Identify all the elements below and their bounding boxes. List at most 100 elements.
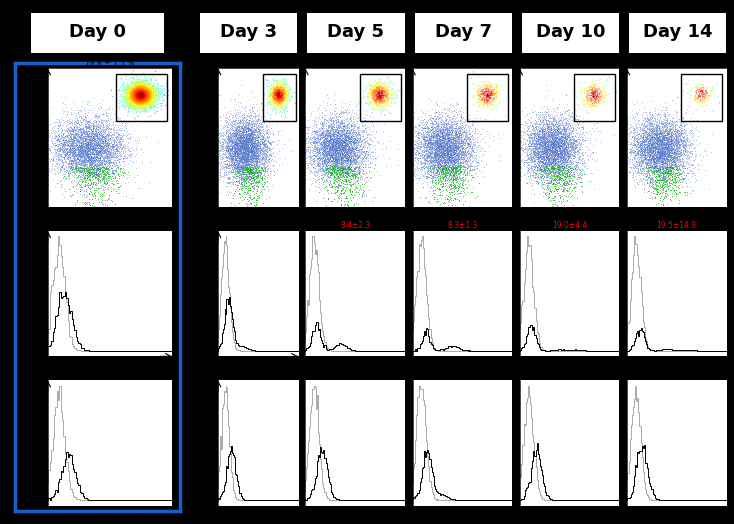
Point — [550, 156, 562, 164]
Point — [232, 150, 244, 159]
Point — [94, 122, 106, 130]
Point — [80, 128, 92, 137]
Point — [515, 160, 526, 169]
Point — [313, 159, 324, 167]
Point — [106, 177, 118, 185]
Point — [358, 127, 370, 136]
Point — [306, 134, 318, 143]
Point — [668, 148, 680, 157]
Point — [348, 113, 360, 122]
Point — [255, 185, 267, 193]
Point — [352, 150, 363, 158]
Point — [260, 152, 272, 161]
Point — [376, 109, 388, 117]
Point — [329, 165, 341, 173]
Point — [407, 165, 418, 173]
Point — [79, 116, 91, 124]
Point — [384, 83, 396, 92]
Point — [377, 93, 388, 101]
Point — [124, 106, 136, 115]
Point — [550, 125, 562, 133]
Point — [335, 131, 347, 139]
Point — [614, 149, 626, 157]
Point — [128, 100, 139, 108]
Point — [241, 146, 252, 155]
Point — [650, 150, 662, 159]
Point — [553, 129, 565, 137]
Point — [341, 146, 352, 154]
Point — [72, 119, 84, 128]
Point — [54, 143, 66, 151]
Point — [457, 127, 468, 136]
Point — [236, 126, 248, 134]
Point — [436, 142, 448, 150]
Point — [236, 153, 247, 161]
Point — [321, 143, 333, 151]
Point — [54, 137, 65, 145]
Point — [355, 129, 366, 138]
Point — [267, 93, 279, 102]
Point — [62, 118, 74, 127]
Point — [277, 96, 288, 105]
Point — [575, 156, 587, 165]
Point — [76, 156, 87, 165]
Point — [102, 168, 114, 177]
Point — [244, 175, 255, 183]
Point — [147, 93, 159, 102]
Point — [559, 183, 570, 192]
Point — [451, 135, 462, 143]
Point — [454, 146, 466, 155]
Point — [349, 139, 361, 147]
Point — [233, 179, 245, 188]
Point — [446, 185, 457, 193]
Point — [131, 95, 142, 104]
Point — [109, 166, 120, 174]
Point — [454, 165, 465, 173]
Point — [557, 125, 569, 133]
Point — [241, 168, 253, 176]
Point — [433, 162, 445, 170]
Point — [437, 132, 449, 140]
Point — [128, 99, 139, 107]
Point — [547, 146, 559, 154]
Point — [280, 100, 292, 108]
Point — [213, 150, 225, 159]
Point — [679, 163, 691, 172]
Point — [244, 175, 256, 183]
Point — [631, 179, 643, 187]
Point — [452, 152, 464, 161]
Point — [229, 139, 241, 148]
Point — [454, 125, 466, 133]
Point — [82, 130, 94, 139]
Point — [471, 161, 483, 169]
Point — [127, 86, 139, 95]
Point — [132, 96, 144, 105]
Point — [541, 151, 553, 160]
Point — [435, 125, 446, 134]
Point — [331, 162, 343, 171]
Point — [585, 98, 597, 106]
Point — [241, 139, 253, 147]
Point — [547, 168, 559, 177]
Point — [67, 137, 79, 145]
Point — [229, 145, 241, 154]
Point — [43, 133, 54, 141]
Point — [658, 103, 669, 111]
Point — [555, 130, 567, 139]
Point — [327, 128, 339, 137]
Point — [431, 137, 443, 145]
Point — [334, 150, 346, 159]
Point — [653, 136, 664, 145]
Point — [638, 136, 650, 145]
Point — [133, 88, 145, 96]
Point — [253, 128, 265, 137]
Point — [426, 153, 438, 161]
Point — [455, 136, 467, 145]
Point — [225, 141, 237, 149]
Point — [658, 129, 669, 137]
Point — [235, 148, 247, 156]
Point — [591, 92, 603, 101]
Point — [559, 143, 570, 151]
Point — [67, 129, 79, 138]
Point — [574, 143, 586, 151]
